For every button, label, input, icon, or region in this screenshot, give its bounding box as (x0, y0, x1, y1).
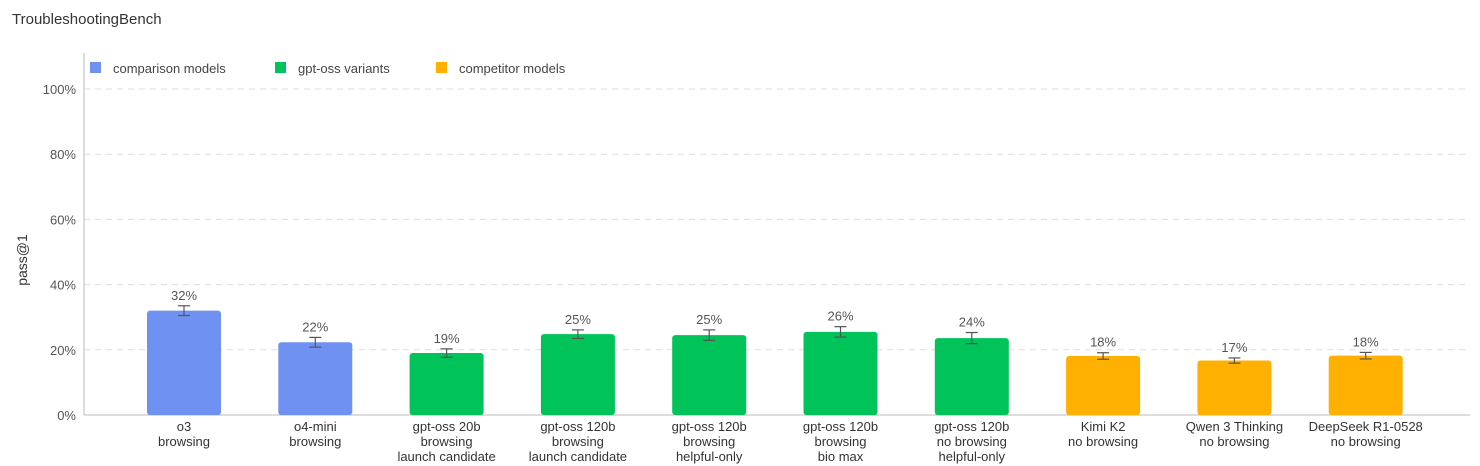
x-tick-label: gpt-oss 120b (803, 419, 878, 434)
x-tick-label: helpful-only (939, 449, 1006, 464)
data-label: 25% (565, 312, 591, 327)
x-tick-label: launch candidate (529, 449, 627, 464)
data-label: 26% (827, 309, 853, 324)
data-label: 18% (1353, 334, 1379, 349)
legend-label-gptoss: gpt-oss variants (298, 61, 390, 76)
y-axis-label: pass@1 (14, 234, 30, 286)
bar (278, 342, 353, 415)
data-label: 17% (1221, 340, 1247, 355)
y-tick-label: 100% (43, 82, 77, 97)
data-label: 18% (1090, 335, 1116, 350)
legend-swatch-comparison (90, 62, 101, 73)
x-tick-label: helpful-only (676, 449, 743, 464)
x-tick-label: gpt-oss 120b (934, 419, 1009, 434)
bar (1066, 355, 1141, 415)
x-tick-label: browsing (683, 434, 735, 449)
bar (147, 310, 221, 415)
x-tick-label: Kimi K2 (1081, 419, 1126, 434)
chart-title: TroubleshootingBench (12, 11, 162, 28)
x-tick-label: browsing (158, 434, 210, 449)
bar (1197, 360, 1272, 415)
x-tick-label: o4-mini (294, 419, 337, 434)
x-tick-label: browsing (421, 434, 473, 449)
x-tick-label: browsing (552, 434, 604, 449)
x-tick-label: gpt-oss 20b (413, 419, 481, 434)
bar (672, 335, 747, 415)
x-tick-label: gpt-oss 120b (540, 419, 615, 434)
legend-swatch-competitor (436, 62, 447, 73)
x-tick-label: browsing (814, 434, 866, 449)
data-label: 25% (696, 312, 722, 327)
x-tick-label: launch candidate (397, 449, 495, 464)
y-tick-label: 0% (57, 408, 76, 423)
x-tick-label: no browsing (1331, 434, 1401, 449)
y-tick-label: 40% (50, 278, 76, 293)
y-tick-label: 20% (50, 343, 76, 358)
x-tick-label: bio max (818, 449, 864, 464)
x-tick-label: gpt-oss 120b (672, 419, 747, 434)
x-tick-label: DeepSeek R1-0528 (1309, 419, 1423, 434)
bar (1328, 355, 1403, 415)
bar (540, 334, 615, 415)
bar (934, 338, 1009, 415)
legend-label-competitor: competitor models (459, 61, 566, 76)
bar (803, 331, 878, 415)
legend-swatch-gptoss (275, 62, 286, 73)
x-tick-label: no browsing (1068, 434, 1138, 449)
data-label: 19% (434, 331, 460, 346)
x-tick-label: Qwen 3 Thinking (1186, 419, 1283, 434)
x-tick-label: browsing (289, 434, 341, 449)
data-label: 22% (302, 319, 328, 334)
data-label: 24% (959, 315, 985, 330)
x-tick-label: no browsing (937, 434, 1007, 449)
y-tick-label: 80% (50, 147, 76, 162)
bar (409, 353, 484, 415)
data-label: 32% (171, 288, 197, 303)
x-tick-label: o3 (177, 419, 191, 434)
legend-label-comparison: comparison models (113, 61, 226, 76)
y-tick-label: 60% (50, 212, 76, 227)
x-tick-label: no browsing (1199, 434, 1269, 449)
